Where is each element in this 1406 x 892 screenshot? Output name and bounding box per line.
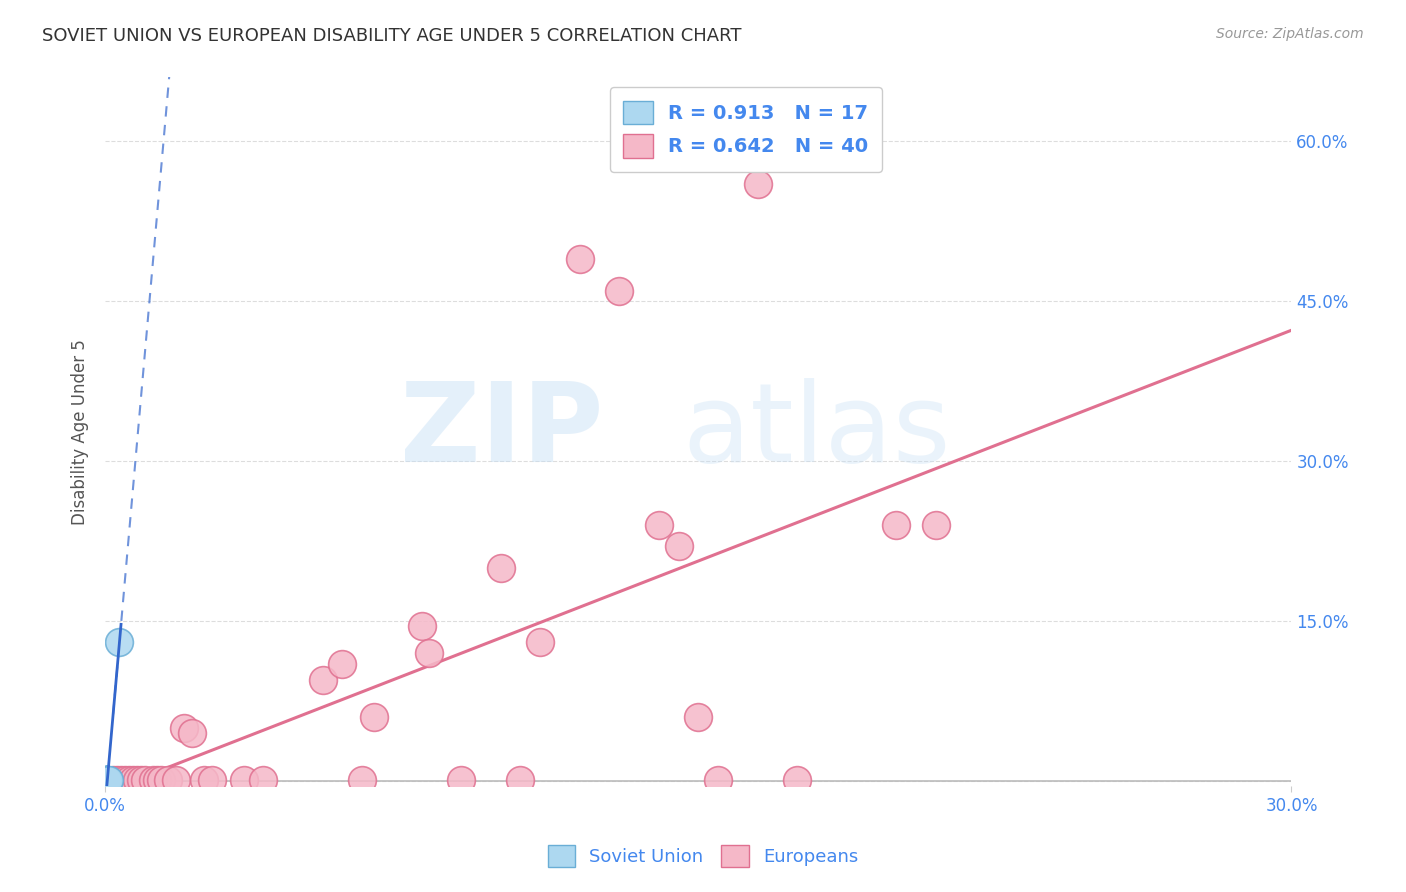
Point (149, 772, 172, 787)
Point (134, 772, 156, 787)
Point (332, 657, 354, 671)
Point (232, 772, 254, 787)
Point (707, 772, 730, 787)
Point (96, 772, 118, 787)
Point (201, 772, 224, 787)
Text: SOVIET UNION VS EUROPEAN DISABILITY AGE UNDER 5 CORRELATION CHART: SOVIET UNION VS EUROPEAN DISABILITY AGE … (42, 27, 742, 45)
Point (98, 772, 121, 787)
Point (122, 772, 145, 787)
Point (193, 772, 215, 787)
Point (648, 518, 671, 533)
Point (129, 772, 152, 787)
Point (157, 772, 180, 787)
Point (363, 710, 385, 724)
Text: atlas: atlas (683, 378, 952, 485)
Point (96, 772, 118, 787)
Point (312, 673, 335, 687)
Point (668, 540, 690, 554)
Point (97, 772, 120, 787)
Point (173, 721, 195, 735)
Point (924, 518, 946, 533)
Point (96, 772, 118, 787)
Point (114, 772, 136, 787)
Point (747, 177, 769, 191)
Point (125, 772, 148, 787)
Point (509, 772, 531, 787)
Point (607, 284, 630, 298)
Point (118, 772, 141, 787)
Point (101, 772, 124, 787)
Point (489, 560, 512, 574)
Point (96, 772, 118, 787)
Y-axis label: Disability Age Under 5: Disability Age Under 5 (72, 339, 89, 524)
Text: Source: ZipAtlas.com: Source: ZipAtlas.com (1216, 27, 1364, 41)
Point (96, 772, 118, 787)
Point (529, 635, 551, 649)
Point (142, 772, 165, 787)
Point (450, 772, 472, 787)
Legend: Soviet Union, Europeans: Soviet Union, Europeans (540, 838, 866, 874)
Point (96, 772, 118, 787)
Point (688, 710, 710, 724)
Point (108, 635, 131, 649)
Point (96, 772, 118, 787)
Point (96, 772, 118, 787)
Point (352, 772, 374, 787)
Point (96, 772, 118, 787)
Point (145, 772, 167, 787)
Point (96, 772, 118, 787)
Point (411, 619, 433, 633)
Point (418, 646, 440, 660)
Point (96, 772, 118, 787)
Point (884, 518, 907, 533)
Point (105, 772, 128, 787)
Point (96, 772, 118, 787)
Point (110, 772, 132, 787)
Point (786, 772, 808, 787)
Point (568, 252, 591, 266)
Point (165, 772, 187, 787)
Point (96, 772, 118, 787)
Point (181, 726, 204, 740)
Point (96, 772, 118, 787)
Legend: R = 0.913   N = 17, R = 0.642   N = 40: R = 0.913 N = 17, R = 0.642 N = 40 (610, 87, 882, 171)
Point (252, 772, 274, 787)
Text: ZIP: ZIP (401, 378, 603, 485)
